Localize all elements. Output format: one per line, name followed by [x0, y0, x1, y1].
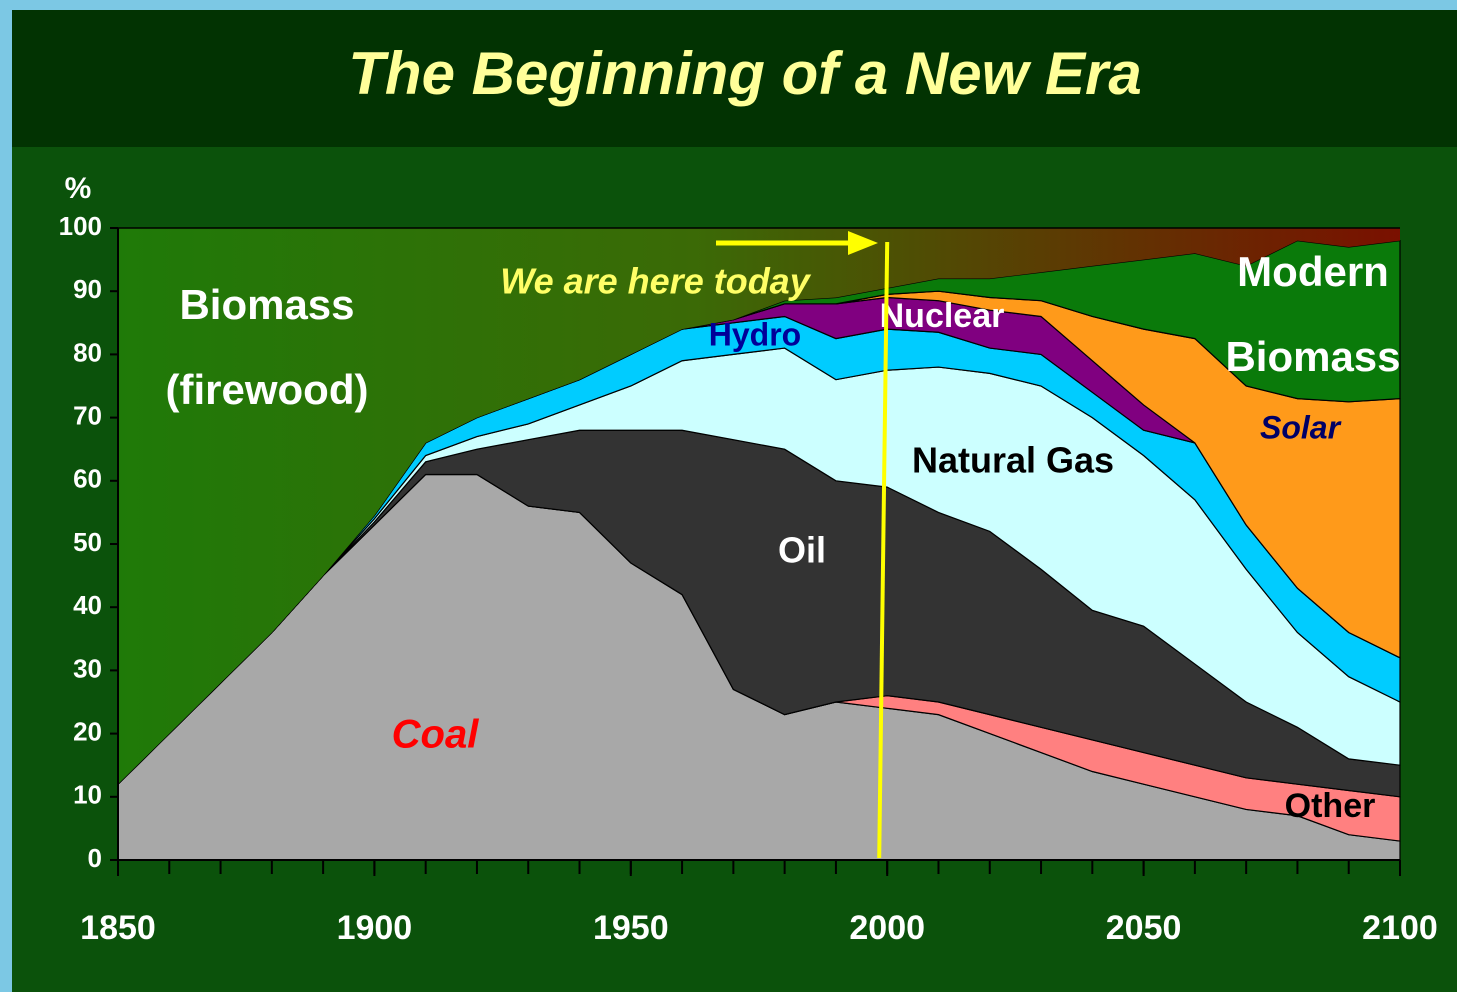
x-tick-label: 2050 — [1106, 909, 1182, 947]
today-arrow-head — [848, 231, 878, 255]
y-tick-label: 80 — [73, 337, 102, 367]
y-axis-label: % — [65, 172, 92, 205]
series-label: Solar — [1260, 409, 1342, 445]
x-tick-label: 1950 — [593, 909, 669, 947]
y-tick-label: 60 — [73, 464, 102, 494]
y-tick-label: 30 — [73, 653, 102, 683]
plot: 0 10 20 30 40 50 60 70 80 90 100 1850 1900 1950 2000 20… — [59, 211, 1438, 947]
series-label: Coal — [392, 713, 480, 757]
title-bar — [12, 10, 1457, 147]
y-tick-label: 70 — [73, 400, 102, 430]
annotation-text: We are here today — [500, 261, 811, 302]
y-tick-label: 40 — [73, 590, 102, 620]
x-tick-label: 1900 — [337, 909, 413, 947]
chart-title: The Beginning of a New Era — [348, 40, 1141, 107]
series-label: Modern Biomass — [1225, 248, 1400, 380]
series-label: Biomass (firewood) — [166, 281, 369, 413]
y-tick-label: 0 — [88, 843, 102, 873]
series-label: Hydro — [709, 316, 801, 352]
y-tick-label: 100 — [59, 211, 102, 241]
y-tick-label: 50 — [73, 527, 102, 557]
y-tick-label: 10 — [73, 780, 102, 810]
series-label: Natural Gas — [912, 440, 1114, 481]
x-tick-label: 2100 — [1362, 909, 1438, 947]
today-line — [877, 241, 890, 859]
area — [118, 228, 1400, 785]
x-tick-label: 1850 — [80, 909, 156, 947]
x-tick-label: 2000 — [849, 909, 925, 947]
series-label: Nuclear — [880, 297, 1005, 335]
series-label: Oil — [778, 530, 826, 571]
y-tick-label: 20 — [73, 716, 102, 746]
series-label: Other — [1285, 787, 1376, 825]
y-tick-label: 90 — [73, 274, 102, 304]
